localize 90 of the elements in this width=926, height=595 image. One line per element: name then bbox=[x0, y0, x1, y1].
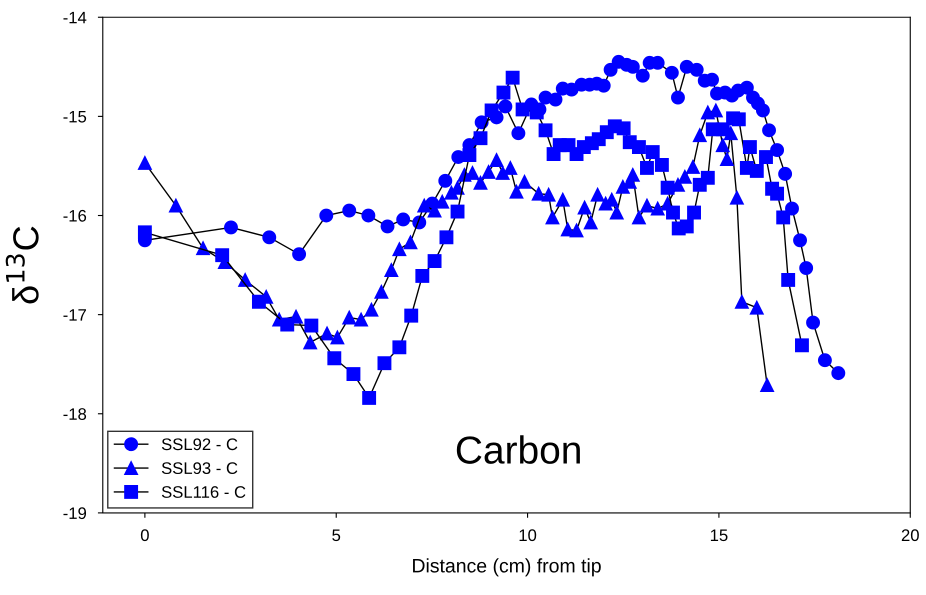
point bbox=[742, 140, 757, 154]
point bbox=[762, 123, 776, 138]
point bbox=[806, 316, 820, 330]
legend-label: SSL92 - C bbox=[162, 438, 238, 450]
point bbox=[396, 212, 410, 226]
point bbox=[604, 62, 618, 77]
point bbox=[785, 202, 799, 216]
point bbox=[818, 353, 832, 368]
point bbox=[700, 170, 715, 185]
point bbox=[687, 206, 701, 220]
point bbox=[616, 121, 631, 136]
point bbox=[327, 351, 342, 366]
point bbox=[319, 208, 334, 222]
point bbox=[304, 318, 318, 332]
y-tick-label: -17 bbox=[63, 309, 86, 321]
point bbox=[342, 204, 356, 218]
y-tick-label: -18 bbox=[63, 408, 86, 420]
point bbox=[636, 68, 650, 83]
point bbox=[660, 180, 675, 195]
point bbox=[439, 230, 454, 244]
point bbox=[756, 103, 770, 118]
point bbox=[690, 62, 704, 77]
point bbox=[496, 86, 510, 100]
point bbox=[362, 390, 376, 405]
point bbox=[564, 82, 579, 97]
legend-label: SSL116 - C bbox=[162, 486, 246, 498]
x-axis-title: Distance (cm) from tip bbox=[413, 558, 601, 576]
y-axis-title: δ$^{13}$C bbox=[6, 226, 39, 304]
point bbox=[646, 145, 660, 160]
point bbox=[484, 103, 499, 118]
x-tick-label: 15 bbox=[710, 529, 728, 542]
point bbox=[795, 338, 809, 352]
point bbox=[781, 272, 796, 287]
point bbox=[474, 115, 489, 130]
point bbox=[664, 66, 679, 80]
y-tick-label: -19 bbox=[63, 507, 86, 520]
point bbox=[498, 100, 512, 114]
point bbox=[252, 294, 266, 309]
point bbox=[428, 254, 442, 268]
y-tick-label: -14 bbox=[63, 12, 86, 24]
point bbox=[740, 80, 754, 95]
point bbox=[280, 318, 294, 332]
point bbox=[516, 102, 530, 116]
point bbox=[750, 164, 764, 178]
annotation: Carbon bbox=[456, 435, 580, 464]
point bbox=[215, 248, 230, 262]
point bbox=[626, 60, 640, 74]
point bbox=[793, 233, 807, 248]
point bbox=[831, 366, 846, 380]
point bbox=[511, 126, 526, 140]
point bbox=[450, 204, 464, 218]
point bbox=[378, 356, 392, 370]
point bbox=[770, 186, 784, 201]
point bbox=[506, 70, 520, 85]
point bbox=[262, 230, 276, 244]
point bbox=[759, 150, 773, 164]
point bbox=[224, 220, 238, 234]
point bbox=[716, 122, 730, 136]
point bbox=[632, 140, 646, 154]
point bbox=[292, 247, 306, 262]
point bbox=[640, 160, 654, 175]
point bbox=[799, 261, 814, 275]
x-tick-label: 20 bbox=[902, 529, 919, 542]
point bbox=[548, 92, 562, 106]
point bbox=[654, 158, 669, 172]
point bbox=[361, 208, 376, 222]
x-tick-label: 10 bbox=[520, 529, 536, 542]
point bbox=[666, 206, 680, 220]
point bbox=[671, 90, 685, 104]
point bbox=[346, 367, 360, 382]
point bbox=[474, 131, 488, 146]
point bbox=[392, 340, 406, 354]
point bbox=[776, 210, 790, 224]
y-tick-label: -16 bbox=[63, 210, 86, 222]
y-tick-label: -15 bbox=[63, 110, 86, 123]
point bbox=[538, 123, 552, 138]
point bbox=[380, 219, 394, 234]
point bbox=[404, 308, 418, 323]
point bbox=[415, 269, 430, 283]
point bbox=[732, 112, 746, 126]
point bbox=[138, 225, 152, 240]
point bbox=[596, 78, 611, 93]
point bbox=[680, 219, 694, 234]
x-tick-label: 0 bbox=[140, 529, 149, 542]
point bbox=[770, 143, 784, 158]
point bbox=[438, 174, 452, 188]
point bbox=[462, 148, 476, 162]
point bbox=[778, 166, 792, 181]
x-tick-label: 5 bbox=[332, 529, 340, 542]
legend-label: SSL93 - C bbox=[162, 462, 238, 474]
